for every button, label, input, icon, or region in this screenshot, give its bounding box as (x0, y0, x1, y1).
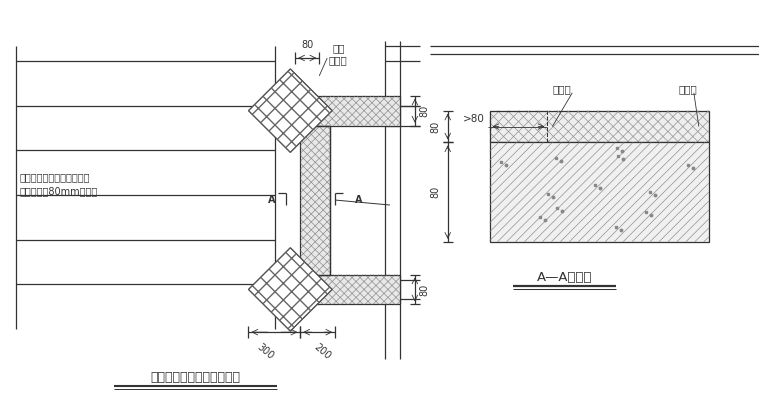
Text: 与墙体接触一面用粘结砂浆: 与墙体接触一面用粘结砂浆 (19, 172, 90, 182)
Text: 300: 300 (255, 342, 276, 361)
Bar (300, 126, 330, 275)
Text: 网格布: 网格布 (328, 55, 347, 65)
Text: 200: 200 (312, 342, 333, 361)
Polygon shape (249, 248, 332, 331)
Text: 80: 80 (420, 283, 430, 295)
Polygon shape (249, 69, 332, 152)
Text: 网格布: 网格布 (553, 84, 571, 94)
Text: 挤塑板: 挤塑板 (679, 84, 698, 94)
Text: A: A (355, 195, 363, 205)
Text: >80: >80 (463, 114, 485, 124)
Bar (275, 275, 400, 304)
Text: 80: 80 (431, 186, 441, 198)
Text: 预粘不小于80mm网格布: 预粘不小于80mm网格布 (19, 186, 97, 196)
Text: 80: 80 (301, 40, 313, 50)
Text: A—A剖面图: A—A剖面图 (537, 271, 592, 284)
Bar (489, 111, 709, 142)
Text: 附加: 附加 (332, 43, 345, 53)
Text: A: A (268, 195, 275, 205)
Text: 门窗洞口附加网格布示意图: 门窗洞口附加网格布示意图 (150, 371, 241, 384)
Bar (489, 142, 709, 242)
Text: 80: 80 (420, 105, 430, 117)
Bar (275, 96, 400, 126)
Text: 80: 80 (431, 120, 441, 133)
